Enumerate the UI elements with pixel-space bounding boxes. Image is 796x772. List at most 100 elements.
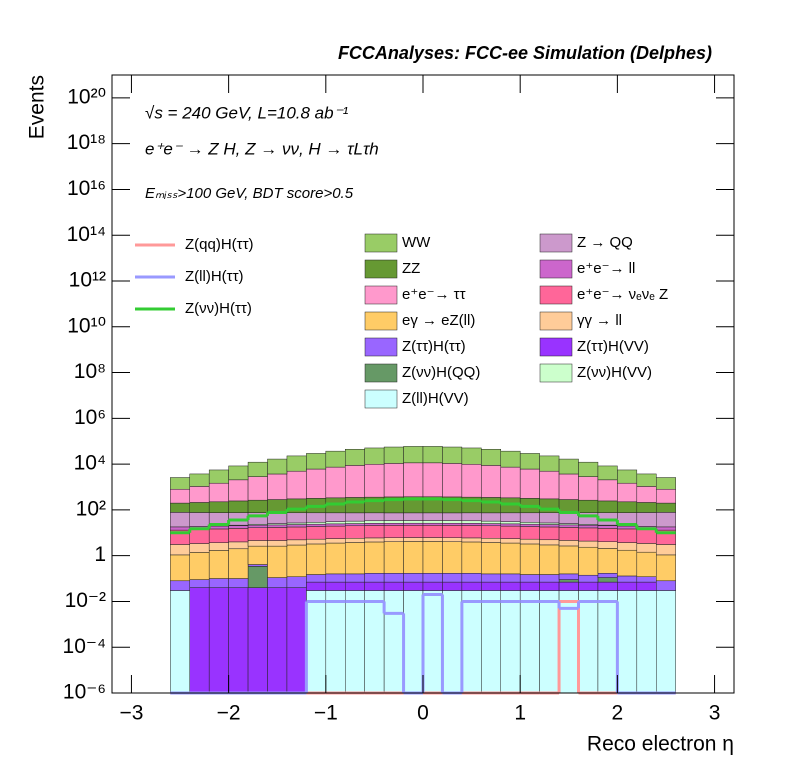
histogram-bar [519, 581, 540, 591]
legend-label: Z(ττ)H(ττ) [402, 338, 466, 355]
histogram-bar [306, 453, 327, 470]
histogram-bar [442, 590, 463, 694]
histogram-bar [189, 529, 210, 544]
histogram-bar [500, 590, 521, 694]
histogram-bar [656, 477, 676, 490]
histogram-bar [208, 587, 229, 694]
legend-label: eγ → eZ(ll) [402, 312, 475, 329]
histogram-bar [208, 469, 229, 484]
legend-swatch [364, 285, 398, 305]
histogram-bar [306, 523, 327, 527]
histogram-bar [558, 579, 579, 583]
histogram-bar [364, 590, 385, 694]
histogram-bar [189, 512, 210, 527]
legend-label: Z(ττ)H(VV) [577, 338, 649, 355]
histogram-bar [636, 551, 657, 577]
histogram-bar [422, 541, 443, 574]
histogram-bar [286, 455, 307, 472]
histogram-bar [461, 447, 482, 465]
histogram-bar [636, 543, 657, 553]
histogram-bar [481, 520, 501, 524]
histogram-bar [403, 541, 424, 574]
histogram-bar [422, 581, 443, 591]
histogram-bar [461, 541, 482, 574]
histogram-bar [442, 446, 463, 464]
histogram-bar [597, 577, 618, 583]
histogram-bar [403, 590, 424, 694]
histogram-bar [617, 575, 638, 583]
histogram-bar [656, 544, 676, 556]
histogram-bar [500, 542, 521, 575]
legend-swatch [539, 285, 573, 305]
histogram-bar [325, 542, 346, 575]
histogram-bar [656, 512, 676, 528]
histogram-bar [519, 543, 540, 575]
histogram-bar [481, 538, 501, 543]
histogram-bar [170, 590, 190, 694]
histogram-bar [578, 461, 599, 477]
histogram-bar [383, 463, 404, 498]
legend-swatch [364, 363, 398, 383]
histogram-bar [442, 541, 463, 574]
histogram-bar [617, 525, 638, 530]
histogram-bar [189, 543, 210, 553]
histogram-bar [539, 581, 560, 591]
legend-label: Z(νν)H(QQ) [402, 364, 480, 381]
histogram-bar [383, 590, 404, 694]
histogram-bar [519, 523, 540, 527]
histogram-bar [481, 465, 501, 498]
histogram-bar [403, 537, 424, 542]
histogram-bar [597, 573, 618, 578]
histogram-bar [597, 548, 618, 574]
histogram-bar [481, 497, 501, 514]
histogram-bar [636, 502, 657, 513]
histogram-bar [383, 512, 404, 521]
histogram-bar [325, 523, 346, 527]
histogram-bar [306, 581, 327, 591]
histogram-bar [481, 523, 501, 527]
legend-label: e⁺e⁻→ ll [577, 260, 635, 277]
histogram-bar [345, 525, 365, 539]
histogram-bar [325, 521, 346, 525]
histogram-bar [345, 573, 365, 583]
histogram-bar [422, 512, 443, 521]
histogram-bar [364, 512, 385, 522]
histogram-bar [481, 581, 501, 591]
legend-label: Z(qq)H(ττ) [185, 236, 254, 253]
histogram-bar [345, 520, 365, 524]
legend-swatch [364, 389, 398, 409]
legend-label: Z(ll)H(VV) [402, 390, 469, 407]
histogram-bar [422, 462, 443, 498]
histogram-bar [422, 522, 443, 526]
histogram-bar [539, 524, 560, 528]
legend-swatch [364, 337, 398, 357]
histogram-bar [597, 581, 618, 591]
histogram-bar [267, 458, 288, 475]
histogram-bar [578, 476, 599, 501]
histogram-bar [228, 528, 249, 543]
histogram-bar [597, 465, 618, 481]
histogram-bar [617, 501, 638, 513]
histogram-bar [286, 539, 307, 546]
histogram-bar [578, 540, 599, 548]
histogram-bar [656, 554, 676, 582]
y-tick-label: 10¹⁴ [67, 223, 106, 246]
histogram-bar [539, 544, 560, 575]
histogram-bar [597, 590, 618, 694]
histogram-bar [558, 540, 579, 547]
histogram-bar [403, 581, 424, 591]
legend-label: e⁺e⁻→ νₑνₑ Z [577, 286, 668, 303]
histogram-bar [364, 523, 385, 526]
histogram-bar [636, 576, 657, 583]
histogram-bar [170, 502, 190, 513]
y-tick-label: 10²⁰ [67, 85, 106, 108]
histogram-bar [539, 498, 560, 514]
histogram-bar [539, 470, 560, 500]
histogram-bar [345, 523, 365, 527]
legend-swatch [539, 363, 573, 383]
histogram-bar [286, 526, 307, 541]
histogram-bar [208, 550, 229, 579]
histogram-bar [286, 470, 307, 500]
legend-swatch [539, 337, 573, 357]
histogram-bar [325, 512, 346, 522]
